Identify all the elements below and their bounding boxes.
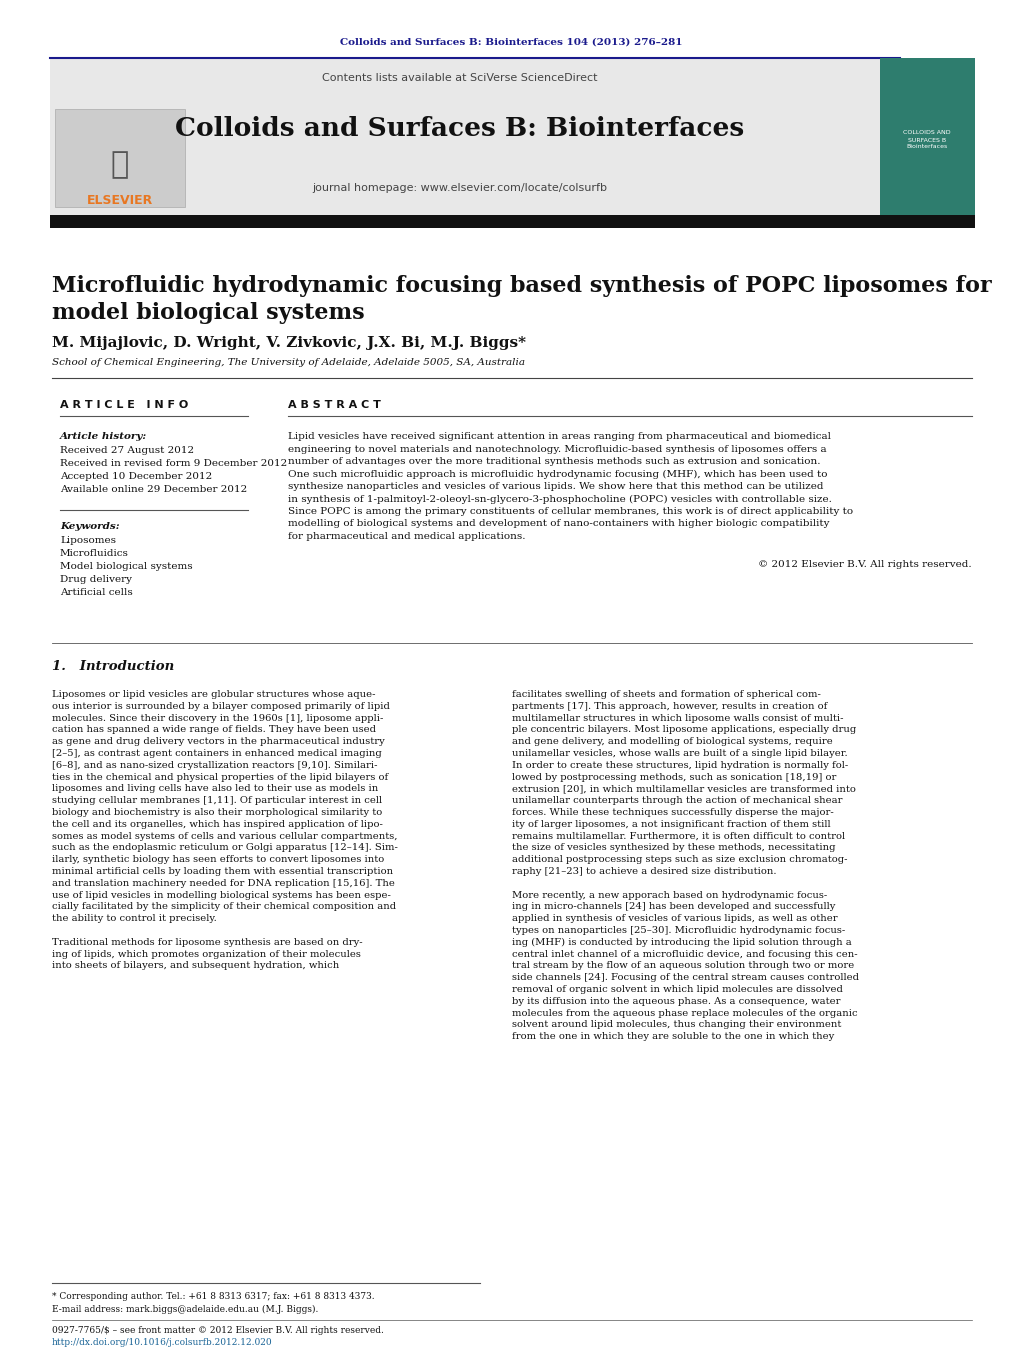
- Text: [2–5], as contrast agent containers in enhanced medical imaging: [2–5], as contrast agent containers in e…: [52, 748, 382, 758]
- Text: Since POPC is among the primary constituents of cellular membranes, this work is: Since POPC is among the primary constitu…: [288, 507, 854, 516]
- Text: raphy [21–23] to achieve a desired size distribution.: raphy [21–23] to achieve a desired size …: [512, 867, 777, 875]
- Text: Microfluidic hydrodynamic focusing based synthesis of POPC liposomes for
model b: Microfluidic hydrodynamic focusing based…: [52, 276, 991, 324]
- Text: for pharmaceutical and medical applications.: for pharmaceutical and medical applicati…: [288, 532, 526, 540]
- Text: tral stream by the flow of an aqueous solution through two or more: tral stream by the flow of an aqueous so…: [512, 962, 855, 970]
- Text: types on nanoparticles [25–30]. Microfluidic hydrodynamic focus-: types on nanoparticles [25–30]. Microflu…: [512, 925, 845, 935]
- Text: Drug delivery: Drug delivery: [60, 576, 132, 584]
- Text: Contents lists available at SciVerse ScienceDirect: Contents lists available at SciVerse Sci…: [323, 73, 597, 82]
- Text: molecules from the aqueous phase replace molecules of the organic: molecules from the aqueous phase replace…: [512, 1009, 858, 1017]
- Text: Available online 29 December 2012: Available online 29 December 2012: [60, 485, 247, 494]
- Text: as gene and drug delivery vectors in the pharmaceutical industry: as gene and drug delivery vectors in the…: [52, 738, 385, 746]
- Text: Colloids and Surfaces B: Biointerfaces: Colloids and Surfaces B: Biointerfaces: [176, 115, 744, 141]
- Text: Lipid vesicles have received significant attention in areas ranging from pharmac: Lipid vesicles have received significant…: [288, 432, 831, 440]
- Text: biology and biochemistry is also their morphological similarity to: biology and biochemistry is also their m…: [52, 808, 382, 817]
- Text: the size of vesicles synthesized by these methods, necessitating: the size of vesicles synthesized by thes…: [512, 843, 835, 852]
- Bar: [50, 58, 901, 215]
- Text: facilitates swelling of sheets and formation of spherical com-: facilitates swelling of sheets and forma…: [512, 690, 821, 698]
- Text: ity of larger liposomes, a not insignificant fraction of them still: ity of larger liposomes, a not insignifi…: [512, 820, 831, 828]
- Text: © 2012 Elsevier B.V. All rights reserved.: © 2012 Elsevier B.V. All rights reserved…: [759, 561, 972, 569]
- Text: cation has spanned a wide range of fields. They have been used: cation has spanned a wide range of field…: [52, 725, 376, 735]
- Text: forces. While these techniques successfully disperse the major-: forces. While these techniques successfu…: [512, 808, 834, 817]
- Text: School of Chemical Engineering, The University of Adelaide, Adelaide 5005, SA, A: School of Chemical Engineering, The Univ…: [52, 358, 525, 367]
- Text: Received in revised form 9 December 2012: Received in revised form 9 December 2012: [60, 459, 287, 467]
- Text: extrusion [20], in which multilamellar vesicles are transformed into: extrusion [20], in which multilamellar v…: [512, 785, 856, 793]
- Text: and translation machinery needed for DNA replication [15,16]. The: and translation machinery needed for DNA…: [52, 878, 395, 888]
- Text: liposomes and living cells have also led to their use as models in: liposomes and living cells have also led…: [52, 785, 378, 793]
- Text: Microfluidics: Microfluidics: [60, 549, 129, 558]
- Text: More recently, a new apporach based on hydrodynamic focus-: More recently, a new apporach based on h…: [512, 890, 827, 900]
- Text: ple concentric bilayers. Most liposome applications, especially drug: ple concentric bilayers. Most liposome a…: [512, 725, 857, 735]
- Text: removal of organic solvent in which lipid molecules are dissolved: removal of organic solvent in which lipi…: [512, 985, 843, 994]
- Text: unilamellar counterparts through the action of mechanical shear: unilamellar counterparts through the act…: [512, 796, 842, 805]
- Text: Artificial cells: Artificial cells: [60, 588, 133, 597]
- Text: 1.   Introduction: 1. Introduction: [52, 661, 175, 673]
- Text: somes as model systems of cells and various cellular compartments,: somes as model systems of cells and vari…: [52, 832, 397, 840]
- Text: * Corresponding author. Tel.: +61 8 8313 6317; fax: +61 8 8313 4373.: * Corresponding author. Tel.: +61 8 8313…: [52, 1292, 375, 1301]
- Text: the cell and its organelles, which has inspired application of lipo-: the cell and its organelles, which has i…: [52, 820, 383, 828]
- Text: and gene delivery, and modelling of biological systems, require: and gene delivery, and modelling of biol…: [512, 738, 833, 746]
- Text: Liposomes or lipid vesicles are globular structures whose aque-: Liposomes or lipid vesicles are globular…: [52, 690, 376, 698]
- Text: ties in the chemical and physical properties of the lipid bilayers of: ties in the chemical and physical proper…: [52, 773, 388, 782]
- Bar: [50, 215, 975, 228]
- Text: molecules. Since their discovery in the 1960s [1], liposome appli-: molecules. Since their discovery in the …: [52, 713, 383, 723]
- Text: Article history:: Article history:: [60, 432, 147, 440]
- Text: solvent around lipid molecules, thus changing their environment: solvent around lipid molecules, thus cha…: [512, 1020, 841, 1029]
- Text: A B S T R A C T: A B S T R A C T: [288, 400, 381, 409]
- Text: Traditional methods for liposome synthesis are based on dry-: Traditional methods for liposome synthes…: [52, 938, 362, 947]
- Text: lowed by postprocessing methods, such as sonication [18,19] or: lowed by postprocessing methods, such as…: [512, 773, 836, 782]
- Text: minimal artificial cells by loading them with essential transcription: minimal artificial cells by loading them…: [52, 867, 393, 875]
- Text: by its diffusion into the aqueous phase. As a consequence, water: by its diffusion into the aqueous phase.…: [512, 997, 840, 1005]
- Text: central inlet channel of a microfluidic device, and focusing this cen-: central inlet channel of a microfluidic …: [512, 950, 858, 959]
- Text: 0927-7765/$ – see front matter © 2012 Elsevier B.V. All rights reserved.: 0927-7765/$ – see front matter © 2012 El…: [52, 1325, 384, 1335]
- Text: http://dx.doi.org/10.1016/j.colsurfb.2012.12.020: http://dx.doi.org/10.1016/j.colsurfb.201…: [52, 1337, 273, 1347]
- Text: Liposomes: Liposomes: [60, 536, 116, 544]
- Text: cially facilitated by the simplicity of their chemical composition and: cially facilitated by the simplicity of …: [52, 902, 396, 912]
- Text: ing (MHF) is conducted by introducing the lipid solution through a: ing (MHF) is conducted by introducing th…: [512, 938, 852, 947]
- Bar: [55, 109, 185, 207]
- Text: modelling of biological systems and development of nano-containers with higher b: modelling of biological systems and deve…: [288, 520, 829, 528]
- Text: unilamellar vesicles, whose walls are built of a single lipid bilayer.: unilamellar vesicles, whose walls are bu…: [512, 748, 847, 758]
- Text: applied in synthesis of vesicles of various lipids, as well as other: applied in synthesis of vesicles of vari…: [512, 915, 837, 923]
- Text: use of lipid vesicles in modelling biological systems has been espe-: use of lipid vesicles in modelling biolo…: [52, 890, 391, 900]
- Text: side channels [24]. Focusing of the central stream causes controlled: side channels [24]. Focusing of the cent…: [512, 973, 859, 982]
- Text: the ability to control it precisely.: the ability to control it precisely.: [52, 915, 216, 923]
- Text: synthesize nanoparticles and vesicles of various lipids. We show here that this : synthesize nanoparticles and vesicles of…: [288, 482, 824, 490]
- Text: such as the endoplasmic reticulum or Golgi apparatus [12–14]. Sim-: such as the endoplasmic reticulum or Gol…: [52, 843, 398, 852]
- Text: Keywords:: Keywords:: [60, 521, 119, 531]
- Text: into sheets of bilayers, and subsequent hydration, which: into sheets of bilayers, and subsequent …: [52, 962, 339, 970]
- Text: remains multilamellar. Furthermore, it is often difficult to control: remains multilamellar. Furthermore, it i…: [512, 832, 845, 840]
- Text: journal homepage: www.elsevier.com/locate/colsurfb: journal homepage: www.elsevier.com/locat…: [312, 182, 607, 193]
- Text: Model biological systems: Model biological systems: [60, 562, 193, 571]
- Text: Colloids and Surfaces B: Biointerfaces 104 (2013) 276–281: Colloids and Surfaces B: Biointerfaces 1…: [340, 38, 682, 46]
- Text: ous interior is surrounded by a bilayer composed primarily of lipid: ous interior is surrounded by a bilayer …: [52, 701, 390, 711]
- Text: ilarly, synthetic biology has seen efforts to convert liposomes into: ilarly, synthetic biology has seen effor…: [52, 855, 384, 865]
- Text: E-mail address: mark.biggs@adelaide.edu.au (M.J. Biggs).: E-mail address: mark.biggs@adelaide.edu.…: [52, 1305, 319, 1315]
- Text: Accepted 10 December 2012: Accepted 10 December 2012: [60, 471, 212, 481]
- Text: partments [17]. This approach, however, results in creation of: partments [17]. This approach, however, …: [512, 701, 827, 711]
- Text: M. Mijajlovic, D. Wright, V. Zivkovic, J.X. Bi, M.J. Biggs*: M. Mijajlovic, D. Wright, V. Zivkovic, J…: [52, 336, 526, 350]
- Text: engineering to novel materials and nanotechnology. Microfluidic-based synthesis : engineering to novel materials and nanot…: [288, 444, 827, 454]
- Text: [6–8], and as nano-sized crystallization reactors [9,10]. Similari-: [6–8], and as nano-sized crystallization…: [52, 761, 378, 770]
- Text: In order to create these structures, lipid hydration is normally fol-: In order to create these structures, lip…: [512, 761, 848, 770]
- Text: from the one in which they are soluble to the one in which they: from the one in which they are soluble t…: [512, 1032, 834, 1042]
- Text: studying cellular membranes [1,11]. Of particular interest in cell: studying cellular membranes [1,11]. Of p…: [52, 796, 382, 805]
- Text: COLLOIDS AND
SURFACES B
Biointerfaces: COLLOIDS AND SURFACES B Biointerfaces: [904, 131, 951, 150]
- Text: in synthesis of 1-palmitoyl-2-oleoyl-sn-glycero-3-phosphocholine (POPC) vesicles: in synthesis of 1-palmitoyl-2-oleoyl-sn-…: [288, 494, 832, 504]
- Text: ing in micro-channels [24] has been developed and successfully: ing in micro-channels [24] has been deve…: [512, 902, 835, 912]
- Text: ing of lipids, which promotes organization of their molecules: ing of lipids, which promotes organizati…: [52, 950, 360, 959]
- Text: Received 27 August 2012: Received 27 August 2012: [60, 446, 194, 455]
- Text: 🌳: 🌳: [111, 150, 129, 180]
- Text: A R T I C L E   I N F O: A R T I C L E I N F O: [60, 400, 188, 409]
- Text: One such microfluidic approach is microfluidic hydrodynamic focusing (MHF), whic: One such microfluidic approach is microf…: [288, 470, 827, 478]
- Text: number of advantages over the more traditional synthesis methods such as extrusi: number of advantages over the more tradi…: [288, 457, 821, 466]
- Text: multilamellar structures in which liposome walls consist of multi-: multilamellar structures in which liposo…: [512, 713, 843, 723]
- Text: ELSEVIER: ELSEVIER: [87, 193, 153, 207]
- Bar: [880, 58, 975, 215]
- Text: additional postprocessing steps such as size exclusion chromatog-: additional postprocessing steps such as …: [512, 855, 847, 865]
